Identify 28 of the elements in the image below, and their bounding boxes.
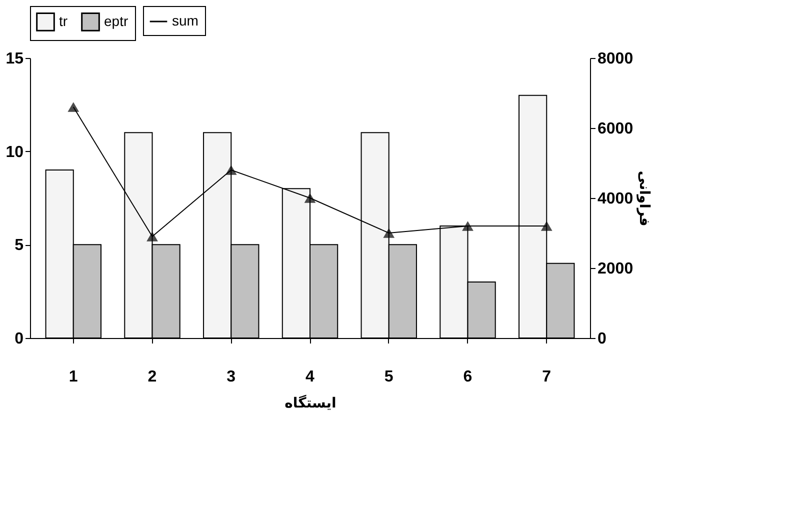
y2-tick-label: 8000 [598, 50, 634, 68]
legend-label: eptr [104, 12, 128, 29]
y2-tick-label: 0 [598, 330, 606, 348]
x-tick-label: 7 [542, 368, 552, 386]
point [304, 193, 316, 203]
y2-axis-title: فراوانی [636, 170, 652, 226]
x-tick-label: 1 [68, 368, 78, 386]
x-tick-label: 6 [463, 368, 472, 386]
legend-label: tr [59, 12, 68, 29]
y2-tick-label: 6000 [598, 120, 634, 138]
y-tick-label: 10 [6, 144, 24, 161]
point [225, 165, 237, 175]
y2-tick-label: 2000 [598, 260, 634, 278]
x-axis-title: ایستگاه [284, 394, 336, 412]
x-tick-label: 5 [384, 368, 394, 386]
y2-tick-label: 4000 [598, 190, 634, 208]
y-tick-label: 15 [6, 50, 24, 68]
legend-label: sum [172, 12, 198, 28]
point [68, 102, 80, 112]
y-tick-label: 5 [14, 237, 24, 254]
point [462, 221, 474, 231]
x-tick-label: 2 [148, 368, 157, 386]
x-tick-label: 4 [306, 368, 315, 386]
point [540, 221, 552, 231]
point [383, 228, 395, 238]
x-tick-label: 3 [226, 368, 236, 386]
y-tick-label: 0 [14, 330, 24, 348]
point [146, 232, 158, 242]
